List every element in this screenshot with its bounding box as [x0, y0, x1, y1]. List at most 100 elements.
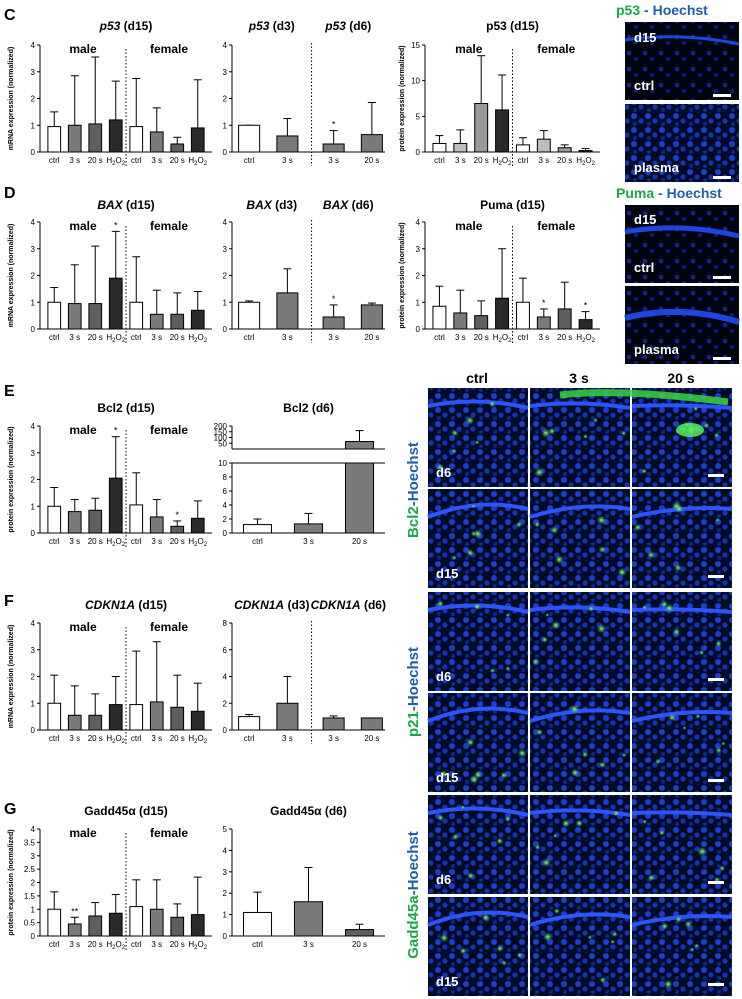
tick-label-sub: 2: [204, 945, 208, 951]
bar: [344, 462, 375, 534]
green-signal: [532, 658, 540, 666]
chart-title: CDKN1A (d15): [85, 598, 167, 612]
tick-label: 3 s: [151, 156, 162, 165]
tick-label: H2O2: [493, 333, 512, 344]
y-tick-label: 1: [31, 905, 36, 914]
tick-label-part: O: [198, 156, 204, 165]
group-label: female: [150, 42, 188, 56]
y-tick-label: 3: [31, 245, 36, 254]
green-signal: [582, 433, 588, 440]
scale-bar: [708, 474, 724, 477]
y-tick-label: 4: [416, 218, 421, 227]
green-signal: [674, 504, 684, 514]
bar: [432, 142, 447, 153]
group-label: male: [455, 42, 483, 56]
bar: [360, 717, 383, 731]
y-tick-label: 0: [31, 529, 36, 538]
tick-label: 20 s: [170, 333, 185, 342]
tick-label-sub: 2: [508, 338, 512, 344]
tick-label: 20 s: [352, 537, 367, 546]
green-signal: [598, 545, 606, 554]
green-signal: [473, 529, 483, 539]
tissue-layer: [529, 504, 631, 519]
tick-label: 3 s: [151, 940, 162, 949]
image-label: d6: [436, 465, 451, 480]
tick-label-part: O: [198, 333, 204, 342]
tick-label: ctrl: [131, 333, 142, 342]
green-signal: [599, 976, 607, 984]
significance-marker: *: [332, 294, 336, 304]
micrograph-tile: [625, 104, 739, 182]
green-signal: [452, 833, 460, 841]
chart-title-left: BAX (d3): [246, 198, 297, 212]
chart-title-left: p53 (d3): [248, 19, 295, 33]
title-suffix: (d3): [269, 19, 294, 33]
bar: [108, 912, 123, 937]
green-signal: [581, 751, 589, 758]
bar: [293, 523, 324, 534]
green-signal: [698, 649, 705, 656]
y-tick-label: 0: [31, 325, 36, 334]
y-tick-label: 2: [31, 476, 36, 485]
group-label: male: [69, 42, 97, 56]
green-signal: [501, 960, 507, 966]
title-gene: CDKN1A: [234, 598, 284, 612]
tick-label-part: H: [188, 734, 194, 743]
title-gene: BAX: [246, 198, 272, 212]
green-signal: [672, 628, 681, 636]
y-tick-label: 1: [31, 121, 36, 130]
tick-label-sub: 2: [194, 739, 198, 745]
green-signal: [541, 636, 549, 644]
y-tick-label: 4: [31, 619, 36, 628]
scale-bar: [708, 779, 724, 782]
green-signal: [684, 920, 693, 928]
y-tick-label: 0: [31, 726, 36, 735]
bar: [47, 126, 62, 153]
tick-label: 3 s: [328, 333, 339, 342]
title-suffix: (d6): [348, 198, 373, 212]
column-header-ctrl: ctrl: [466, 370, 488, 386]
stain-title: Puma - Hoechst: [616, 185, 722, 201]
green-signal: [439, 770, 448, 779]
green-signal: [674, 564, 682, 572]
y-tick-label: 10: [411, 77, 420, 86]
tick-label-part: H: [188, 333, 194, 342]
green-signal: [675, 915, 683, 923]
chart-title: Gadd45α (d6): [270, 804, 347, 818]
y-tick-label: 2: [223, 889, 228, 898]
green-signal: [548, 427, 556, 435]
bar: [536, 316, 551, 330]
chart-title-right: CDKN1A (d6): [311, 598, 386, 612]
green-signal: [439, 933, 449, 943]
tick-label: 3 s: [151, 537, 162, 546]
bar: [88, 123, 103, 153]
tick-label: 3 s: [151, 734, 162, 743]
tick-label: 20 s: [474, 333, 489, 342]
scale-bar: [713, 176, 731, 179]
green-signal: [534, 844, 541, 851]
tick-label: 3 s: [69, 537, 80, 546]
y-tick-label: 3: [223, 68, 228, 77]
tick-label-sub: 2: [194, 542, 198, 548]
column-header-3s: 3 s: [569, 370, 589, 386]
green-signal: [693, 406, 699, 412]
tissue-layer: [427, 910, 529, 927]
bar: [47, 505, 62, 534]
tick-label: ctrl: [244, 734, 255, 743]
tick-label: ctrl: [518, 156, 529, 165]
micrograph-tile: [625, 205, 739, 283]
green-signal-blob: [676, 423, 704, 437]
green-signal: [715, 517, 720, 522]
y-tick-label: 4: [223, 218, 228, 227]
tick-label-part: O: [116, 940, 122, 949]
bar: [276, 702, 299, 731]
y-tick-label: 2: [223, 272, 228, 281]
green-signal: [552, 833, 558, 838]
tissue-layer: [427, 806, 529, 817]
y-tick-label: 0: [416, 325, 421, 334]
stain-label-bcl2: Bcl2-Hoechst: [405, 442, 422, 538]
tick-label-part: O: [502, 156, 508, 165]
tick-label: 20 s: [170, 537, 185, 546]
scale-bar: [708, 678, 724, 681]
